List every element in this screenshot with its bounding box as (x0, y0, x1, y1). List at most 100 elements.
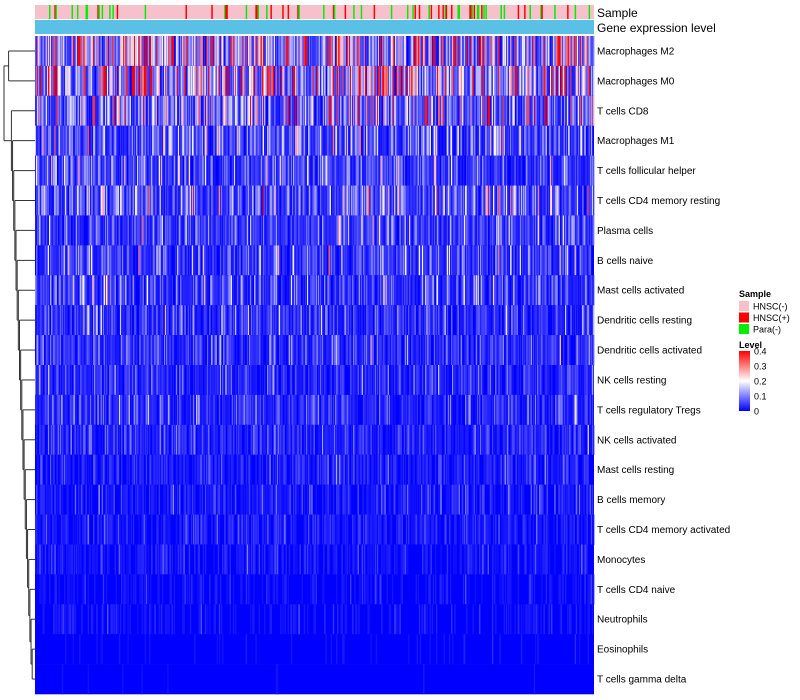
heatmap-cell (259, 65, 262, 97)
heatmap-cell (587, 65, 589, 97)
heatmap-cell (376, 155, 379, 186)
heatmap-cell (59, 65, 62, 97)
heatmap-cell (539, 305, 541, 336)
heatmap-cell (315, 36, 317, 67)
heatmap-cell (505, 155, 508, 186)
heatmap-cell (41, 95, 43, 127)
heatmap-cell (447, 125, 450, 156)
heatmap-cell (403, 335, 406, 366)
heatmap-cell (483, 185, 485, 216)
heatmap-cell (410, 125, 412, 156)
heatmap-cell (88, 245, 91, 276)
heatmap-cell (38, 155, 40, 186)
heatmap-cell (165, 335, 167, 366)
heatmap-cell (155, 305, 157, 336)
heatmap-cell (484, 36, 486, 67)
heatmap-cell (490, 185, 493, 216)
heatmap-cell (554, 335, 556, 366)
heatmap-cell (368, 125, 370, 156)
heatmap-cell (415, 215, 417, 246)
heatmap-cell (224, 36, 226, 67)
heatmap-cell (343, 65, 345, 97)
heatmap-cell (559, 305, 562, 336)
heatmap-cell (437, 215, 439, 246)
heatmap-cell (541, 185, 543, 216)
heatmap-cell (253, 155, 255, 186)
heatmap-cell (145, 65, 148, 97)
heatmap-cell (503, 185, 506, 216)
heatmap-cell (215, 335, 218, 366)
heatmap-cell (39, 36, 41, 67)
heatmap-cell (521, 215, 524, 246)
heatmap-cell (56, 335, 58, 366)
heatmap-cell (311, 36, 313, 67)
heatmap-cell (447, 335, 450, 366)
heatmap-cell (139, 275, 141, 306)
heatmap-cell (429, 125, 431, 156)
heatmap-cell (390, 305, 393, 336)
heatmap-cell (123, 36, 125, 67)
sample-cell (451, 5, 453, 19)
heatmap-cell (563, 215, 566, 246)
heatmap-cell (535, 305, 538, 336)
heatmap-cell (383, 95, 385, 127)
heatmap-cell (95, 305, 97, 336)
heatmap-cell (515, 305, 517, 336)
heatmap-cell (161, 335, 164, 366)
heatmap-cell (511, 65, 513, 97)
heatmap-cell (351, 215, 353, 246)
heatmap-cell (474, 215, 477, 246)
heatmap-cell (186, 155, 188, 186)
heatmap-cell (187, 335, 190, 366)
heatmap-cell (431, 245, 434, 276)
heatmap-cell (275, 155, 278, 186)
heatmap-cell (528, 125, 530, 156)
heatmap-cell (399, 335, 401, 366)
heatmap-cell (389, 275, 392, 306)
heatmap-cell (556, 335, 558, 366)
heatmap-cell (65, 65, 67, 97)
heatmap-cell (296, 245, 298, 276)
heatmap-cell (342, 275, 344, 306)
heatmap-cell (499, 65, 501, 97)
heatmap-cell (520, 305, 523, 336)
heatmap-cell (448, 245, 451, 276)
heatmap-cell (462, 185, 465, 216)
heatmap-cell (40, 65, 42, 97)
heatmap-cell (61, 365, 64, 396)
heatmap-cell (211, 185, 213, 216)
heatmap-cell (324, 155, 326, 186)
heatmap-cell (371, 185, 373, 216)
heatmap-cell (391, 95, 394, 127)
heatmap-cell (439, 185, 441, 216)
heatmap-cell (304, 155, 307, 186)
heatmap-cell (160, 36, 163, 67)
heatmap-cell (304, 185, 307, 216)
heatmap-cell (504, 185, 507, 216)
heatmap-cell (67, 245, 69, 276)
heatmap-cell (272, 185, 274, 216)
heatmap-cell (484, 65, 486, 97)
heatmap-cell (581, 36, 583, 67)
heatmap-cell (546, 65, 549, 97)
heatmap-cell (322, 335, 324, 366)
heatmap-cell (399, 125, 401, 156)
heatmap-cell (214, 125, 216, 156)
heatmap-cell (403, 245, 406, 276)
heatmap-cell (415, 65, 417, 97)
heatmap-cell (310, 36, 312, 67)
heatmap-cell (38, 365, 40, 396)
heatmap-cell (542, 245, 544, 276)
heatmap-cell (524, 65, 526, 97)
heatmap-cell (454, 155, 456, 186)
heatmap-cell (60, 155, 63, 186)
heatmap-cell (560, 155, 563, 186)
heatmap-cell (158, 215, 161, 246)
heatmap-cell (65, 275, 67, 306)
heatmap-cell (471, 335, 473, 366)
heatmap-cell (171, 95, 173, 127)
heatmap-cell (319, 305, 322, 336)
heatmap-cell (362, 125, 365, 156)
heatmap-cell (404, 275, 407, 306)
heatmap-cell (575, 125, 578, 156)
